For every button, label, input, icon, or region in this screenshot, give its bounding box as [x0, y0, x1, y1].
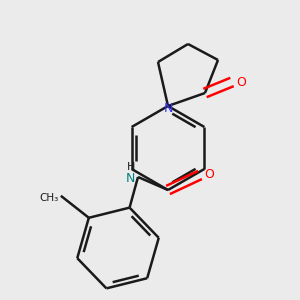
Text: H: H [127, 162, 135, 172]
Text: O: O [204, 169, 214, 182]
Text: O: O [236, 76, 246, 88]
Text: CH₃: CH₃ [40, 193, 59, 203]
Text: N: N [126, 172, 135, 185]
Text: N: N [163, 101, 173, 115]
